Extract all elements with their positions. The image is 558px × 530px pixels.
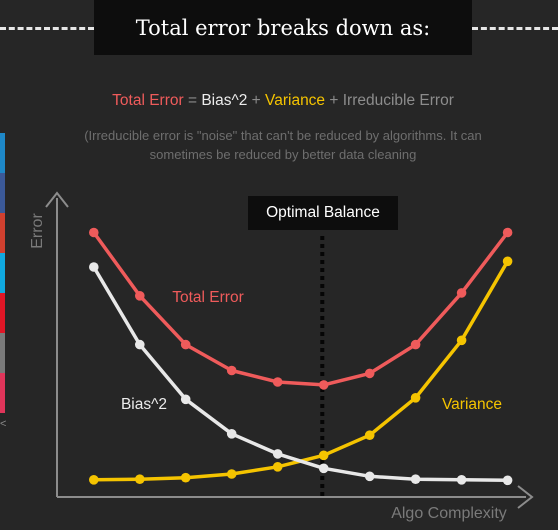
x-axis-arrowhead [517,485,534,509]
formula-plus-2: + [325,92,343,109]
share-swatch[interactable] [0,213,5,253]
bias-2-point [364,471,375,482]
variance-point [502,256,513,267]
bias-2-point [272,449,283,459]
total-error-point [364,368,375,379]
optimal-balance-annotation: Optimal Balance [248,196,398,230]
bias-2-line [92,266,508,483]
x-axis-label: Algo Complexity [391,505,507,522]
bias-2-point [502,475,513,486]
variance-point [410,393,421,403]
y-axis-arrowhead [45,191,69,208]
title-banner: Total error breaks down as: [94,0,472,55]
variance-point [180,472,191,483]
bias-2-point [410,474,421,485]
variance-point [89,475,99,485]
header-dash-left [0,27,94,30]
total-error-point [135,291,145,301]
total-error-point [226,365,237,376]
bias-2-point [318,463,329,474]
share-bar [0,133,5,413]
formula-irreducible: Irreducible Error [342,92,454,109]
variance-point [135,474,145,485]
share-swatch[interactable] [0,293,5,333]
variance-point [364,430,375,441]
variance-point [272,462,283,472]
total-error-point [456,288,467,298]
total-error-line [92,231,509,387]
share-swatch[interactable] [0,373,5,413]
total-error-point [502,227,513,238]
note-line-1: (Irreducible error is "noise" that can't… [84,128,482,143]
bias-2-point [89,262,99,272]
collapse-chevron-icon[interactable]: < [0,418,7,430]
bias-label: Bias^2 [121,396,167,413]
formula-bias: Bias^2 [201,92,248,109]
bias-2-point [226,429,237,439]
total-error-label: Total Error [172,289,244,306]
header-dash-right [472,27,558,30]
share-swatch[interactable] [0,173,5,213]
bias-2-point [456,475,467,485]
formula-total: Total Error [112,92,184,109]
y-axis-label: Error [29,213,46,249]
variance-point [456,335,467,346]
optimal-balance-label: Optimal Balance [266,204,380,221]
formula-equals: = [183,92,202,109]
total-error-point [89,227,99,238]
share-swatch[interactable] [0,333,5,373]
page-title: Total error breaks down as: [135,15,431,40]
bias-2-point [135,339,145,350]
formula: Total Error = Bias^2 + Variance + Irredu… [0,92,558,110]
total-error-point [410,339,421,350]
share-swatch[interactable] [0,253,5,293]
variance-label: Variance [442,396,502,413]
total-error-point [318,380,329,390]
formula-plus-1: + [247,92,266,109]
irreducible-note: (Irreducible error is "noise" that can't… [40,126,526,164]
total-error-point [272,377,283,387]
formula-variance: Variance [265,92,326,109]
bias-2-point [180,394,191,405]
variance-line [93,260,510,482]
series-layer [89,227,513,486]
variance-point [226,469,237,479]
note-line-2: sometimes be reduced by better data clea… [149,147,417,162]
share-swatch[interactable] [0,133,5,173]
total-error-point [180,339,191,350]
variance-point [318,450,329,461]
